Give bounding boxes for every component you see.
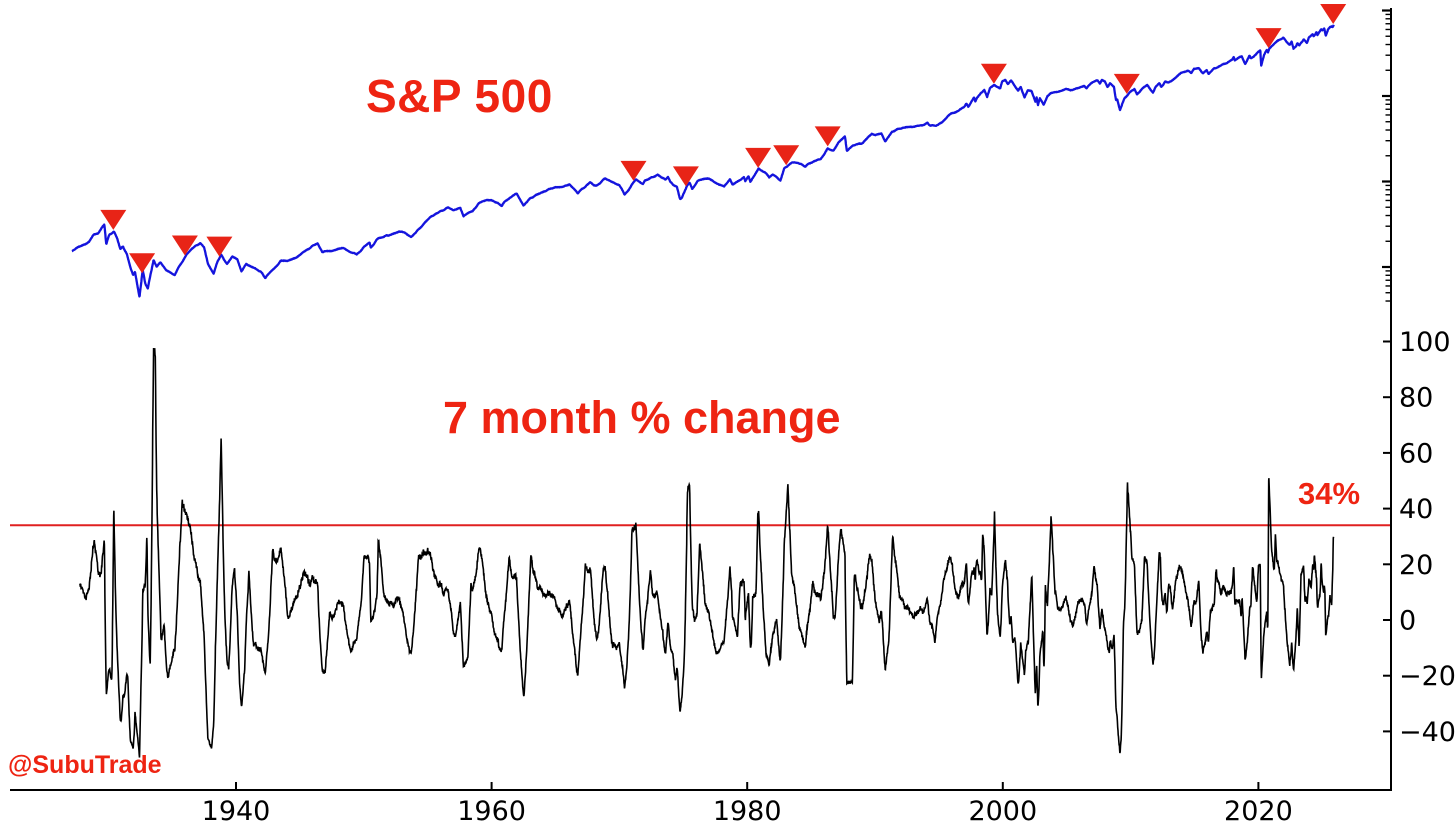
x-tick-label: 1940 (202, 796, 271, 827)
signal-triangle-marker (620, 160, 647, 181)
x-tick-label: 1960 (457, 796, 526, 827)
signal-triangle-marker (100, 209, 127, 230)
y-tick-label: 80 (1399, 383, 1433, 414)
watermark-subutrade: @SubuTrade (8, 751, 162, 779)
y-tick-label: 0 (1399, 606, 1416, 637)
signal-triangle-marker (980, 63, 1007, 84)
signal-triangle-marker (814, 126, 841, 147)
y-tick-label: −20 (1399, 661, 1456, 692)
signal-triangle-marker (1320, 4, 1347, 24)
signal-triangle-marker (1255, 28, 1282, 49)
seven-month-pct-change-line (79, 347, 1335, 758)
y-tick-label: 40 (1399, 494, 1433, 525)
x-tick-label: 1980 (713, 796, 782, 827)
signal-triangle-marker (129, 253, 156, 274)
y-tick-label: 100 (1399, 327, 1451, 358)
sp500-title: S&P 500 (366, 70, 553, 122)
x-tick-label: 2020 (1224, 796, 1293, 827)
y-tick-label: 60 (1399, 438, 1433, 469)
threshold-34pct-label: 34% (1298, 476, 1361, 511)
x-tick-label: 2000 (968, 796, 1037, 827)
signal-triangle-marker (171, 235, 198, 256)
y-tick-label: −40 (1399, 717, 1456, 748)
signal-triangle-marker (1113, 73, 1140, 94)
signal-triangle-marker (206, 236, 233, 257)
y-tick-label: 20 (1399, 550, 1433, 581)
signal-triangle-marker (672, 166, 699, 187)
signal-triangle-marker (745, 147, 772, 168)
signal-triangle-marker (773, 145, 800, 166)
sp500-price-line (71, 24, 1335, 298)
pct-change-title: 7 month % change (443, 392, 841, 443)
